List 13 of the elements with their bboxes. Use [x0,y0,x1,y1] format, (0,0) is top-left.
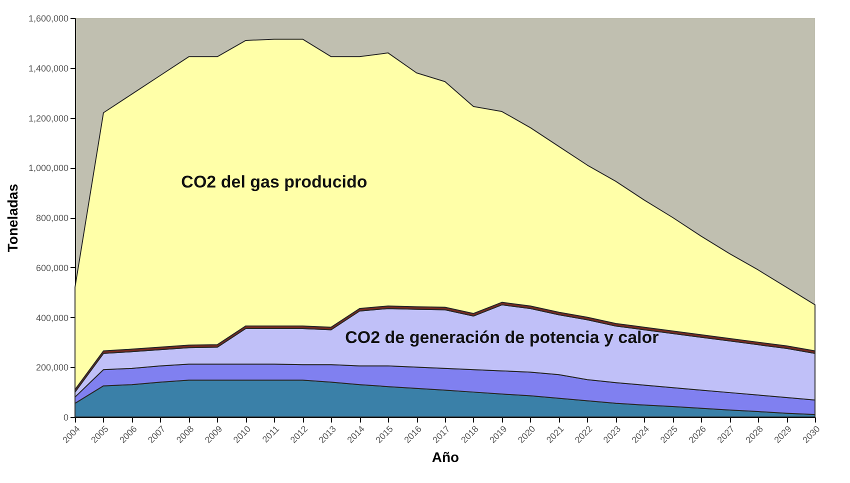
y-tick-label: 1,600,000 [28,14,68,24]
y-axis-title: Toneladas [4,184,20,252]
y-tick-label: 1,200,000 [28,113,68,124]
y-tick-label: 200,000 [36,362,68,373]
y-tick-label: 600,000 [36,262,68,273]
y-tick-label: 0 [63,412,68,422]
y-tick-label: 800,000 [36,213,68,223]
y-tick-label: 1,000,000 [28,163,68,174]
series-label: CO2 del gas producido [181,172,368,192]
y-tick-label: 1,400,000 [28,63,68,74]
series-label: CO2 de generación de potencia y calor [345,328,660,347]
x-axis-title: Año [432,449,460,466]
y-tick-label: 400,000 [36,312,68,323]
